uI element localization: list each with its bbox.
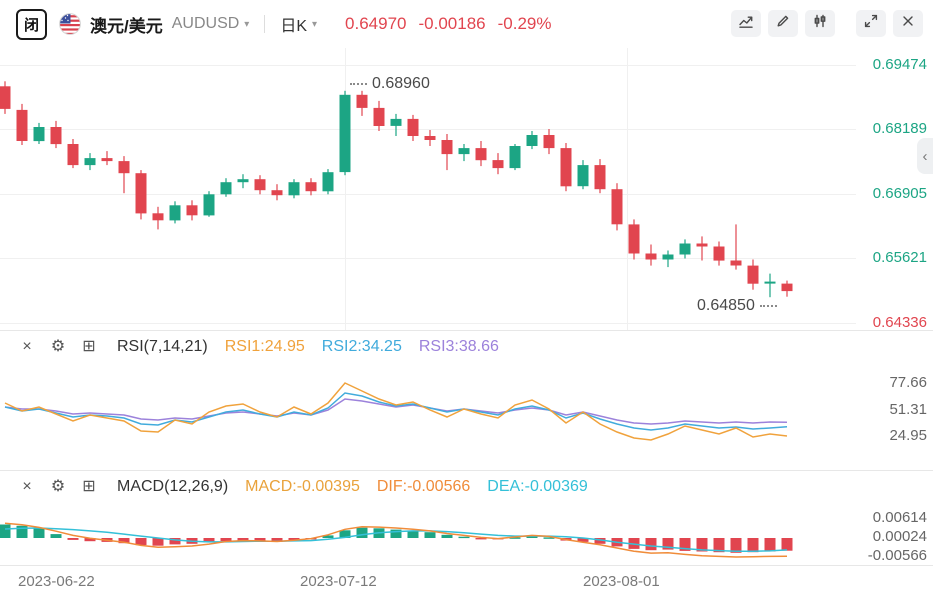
gridline <box>0 129 856 130</box>
topbar: 闭 澳元/美元 AUDUSD ▾ <box>0 0 933 48</box>
price-change-pct: -0.29% <box>497 14 552 33</box>
rsi-axis-label: 51.31 <box>889 401 927 418</box>
price-axis-label: 0.69474 <box>872 56 927 73</box>
candlestick-panel: 0.69474 0.68189 0.66905 0.65621 0.64336 … <box>0 48 933 331</box>
app-logo[interactable]: 闭 <box>16 8 47 40</box>
macd-close-icon[interactable]: × <box>22 478 32 495</box>
rsi2-value: RSI2:34.25 <box>321 338 402 355</box>
low-price-annotation: 0.64850 <box>697 296 777 316</box>
rsi-panel: × ⚙ ⊞ RSI(7,14,21) RSI1:24.95 RSI2:34.25… <box>0 330 933 470</box>
chevron-left-icon: ‹ <box>922 147 928 165</box>
quote-strip: 0.64970 -0.00186 -0.29% <box>345 14 551 34</box>
fullscreen-icon <box>863 13 879 34</box>
gridline <box>0 65 856 66</box>
pencil-icon <box>775 13 791 34</box>
time-axis-label: 2023-08-01 <box>583 573 660 590</box>
last-price: 0.64970 <box>345 14 407 33</box>
chart-toolbar <box>731 10 923 37</box>
macd-expand-icon[interactable]: ⊞ <box>82 478 96 495</box>
gridline <box>345 48 346 330</box>
close-icon <box>900 13 916 34</box>
indicators-button[interactable] <box>805 10 835 37</box>
macd-value: MACD:-0.00395 <box>245 478 360 495</box>
candlestick-svg[interactable] <box>0 48 860 330</box>
interval-selector[interactable]: 日K <box>280 18 308 35</box>
export-chart-button[interactable] <box>731 10 761 37</box>
annotation-leader-dots <box>759 305 777 307</box>
dea-value: DEA:-0.00369 <box>487 478 588 495</box>
dif-value: DIF:-0.00566 <box>376 478 471 495</box>
rsi-axis-label: 77.66 <box>889 374 927 391</box>
price-axis-label: 0.64336 <box>872 314 927 331</box>
macd-svg[interactable] <box>0 506 860 566</box>
rsi-settings-icon[interactable]: ⚙ <box>50 338 66 355</box>
gridline <box>0 323 856 324</box>
price-axis-label: 0.66905 <box>872 185 927 202</box>
pair-code[interactable]: AUDUSD <box>171 15 240 32</box>
high-price-annotation: 0.68960 <box>350 74 430 94</box>
topbar-divider <box>264 15 266 33</box>
gridline <box>627 48 628 330</box>
macd-axis-label: 0.00024 <box>872 528 927 545</box>
indicators-icon <box>812 13 828 34</box>
annotation-leader-dots <box>350 83 367 85</box>
rsi1-value: RSI1:24.95 <box>224 338 305 355</box>
time-axis: 2023-06-22 2023-07-12 2023-08-01 <box>0 565 933 597</box>
collapse-sidebar-handle[interactable]: ‹ <box>917 138 933 174</box>
price-axis-label: 0.68189 <box>872 120 927 137</box>
rsi-svg[interactable] <box>0 366 860 466</box>
macd-title: MACD(12,26,9) <box>117 478 229 495</box>
gridline <box>0 258 856 259</box>
price-axis-label: 0.65621 <box>872 249 927 266</box>
macd-panel-header: × ⚙ ⊞ MACD(12,26,9) MACD:-0.00395 DIF:-0… <box>0 471 933 496</box>
pair-name[interactable]: 澳元/美元 <box>90 16 163 36</box>
gridline <box>0 194 856 195</box>
rsi-title: RSI(7,14,21) <box>117 338 208 355</box>
fullscreen-button[interactable] <box>856 10 886 37</box>
close-chart-button[interactable] <box>893 10 923 37</box>
draw-tools-button[interactable] <box>768 10 798 37</box>
rsi-close-icon[interactable]: × <box>22 338 32 355</box>
rsi-panel-header: × ⚙ ⊞ RSI(7,14,21) RSI1:24.95 RSI2:34.25… <box>0 331 933 356</box>
macd-axis-label: -0.00566 <box>867 547 927 564</box>
time-axis-label: 2023-07-12 <box>300 573 377 590</box>
price-change: -0.00186 <box>418 14 486 33</box>
rsi-axis-label: 24.95 <box>889 427 927 444</box>
export-chart-icon <box>738 13 754 34</box>
macd-panel: × ⚙ ⊞ MACD(12,26,9) MACD:-0.00395 DIF:-0… <box>0 470 933 565</box>
rsi-expand-icon[interactable]: ⊞ <box>82 338 96 355</box>
macd-axis-label: 0.00614 <box>872 509 927 526</box>
pair-dropdown-caret-icon[interactable]: ▾ <box>244 18 250 30</box>
rsi3-value: RSI3:38.66 <box>418 338 499 355</box>
time-axis-label: 2023-06-22 <box>18 573 95 590</box>
macd-settings-icon[interactable]: ⚙ <box>50 478 66 495</box>
interval-dropdown-caret-icon[interactable]: ▾ <box>312 18 318 30</box>
pair-flag-icon <box>59 13 81 35</box>
